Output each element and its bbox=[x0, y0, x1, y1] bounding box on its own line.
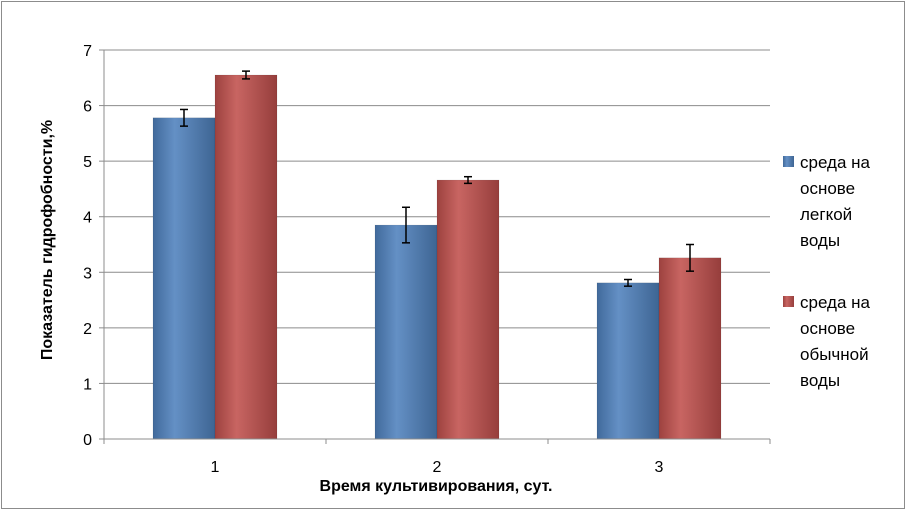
bar-series-1-cat-3 bbox=[596, 282, 660, 440]
legend-label-series-2: воды bbox=[800, 371, 840, 390]
bar-series-2-cat-3 bbox=[658, 257, 722, 440]
y-tick-label: 3 bbox=[83, 265, 92, 282]
legend-label-series-2: среда на bbox=[800, 293, 871, 312]
bar-series-2-cat-2 bbox=[436, 179, 500, 440]
y-tick-label: 5 bbox=[83, 154, 92, 171]
legend-swatch-series-2 bbox=[783, 296, 794, 307]
error-bars bbox=[180, 70, 694, 287]
y-tick-label: 1 bbox=[83, 376, 92, 393]
legend-label-series-1: воды bbox=[800, 231, 840, 250]
x-tick-label: 3 bbox=[655, 459, 664, 476]
bar-series-2-cat-1 bbox=[214, 74, 278, 440]
legend-label-series-1: среда на bbox=[800, 153, 871, 172]
legend-label-series-2: обычной bbox=[800, 345, 869, 364]
y-axis-label: Показатель гидрофобности,% bbox=[39, 120, 56, 360]
legend-swatch-series-1 bbox=[783, 156, 794, 167]
x-tick-label: 1 bbox=[211, 459, 220, 476]
bar-series-1-cat-2 bbox=[374, 224, 438, 440]
legend-label-series-1: легкой bbox=[800, 205, 852, 224]
x-tick-labels: 1 2 3 bbox=[211, 459, 664, 476]
legend-label-series-2: основе bbox=[800, 319, 855, 338]
y-tick-label: 6 bbox=[83, 99, 92, 116]
x-axis-label: Время культивирования, сут. bbox=[320, 478, 553, 495]
bar-series-1-cat-1 bbox=[152, 117, 216, 440]
y-tick-label: 4 bbox=[83, 210, 92, 227]
y-tick-label: 0 bbox=[83, 432, 92, 449]
x-tick-label: 2 bbox=[433, 459, 442, 476]
legend-label-series-1: основе bbox=[800, 179, 855, 198]
axes bbox=[103, 50, 771, 444]
y-tick-label: 2 bbox=[83, 321, 92, 338]
y-tick-labels: 0 1 2 3 4 5 6 7 bbox=[83, 43, 92, 449]
y-tick-label: 7 bbox=[83, 43, 92, 60]
bars bbox=[152, 74, 722, 440]
legend: среда на основе легкой воды среда на основе об… bbox=[783, 153, 871, 390]
